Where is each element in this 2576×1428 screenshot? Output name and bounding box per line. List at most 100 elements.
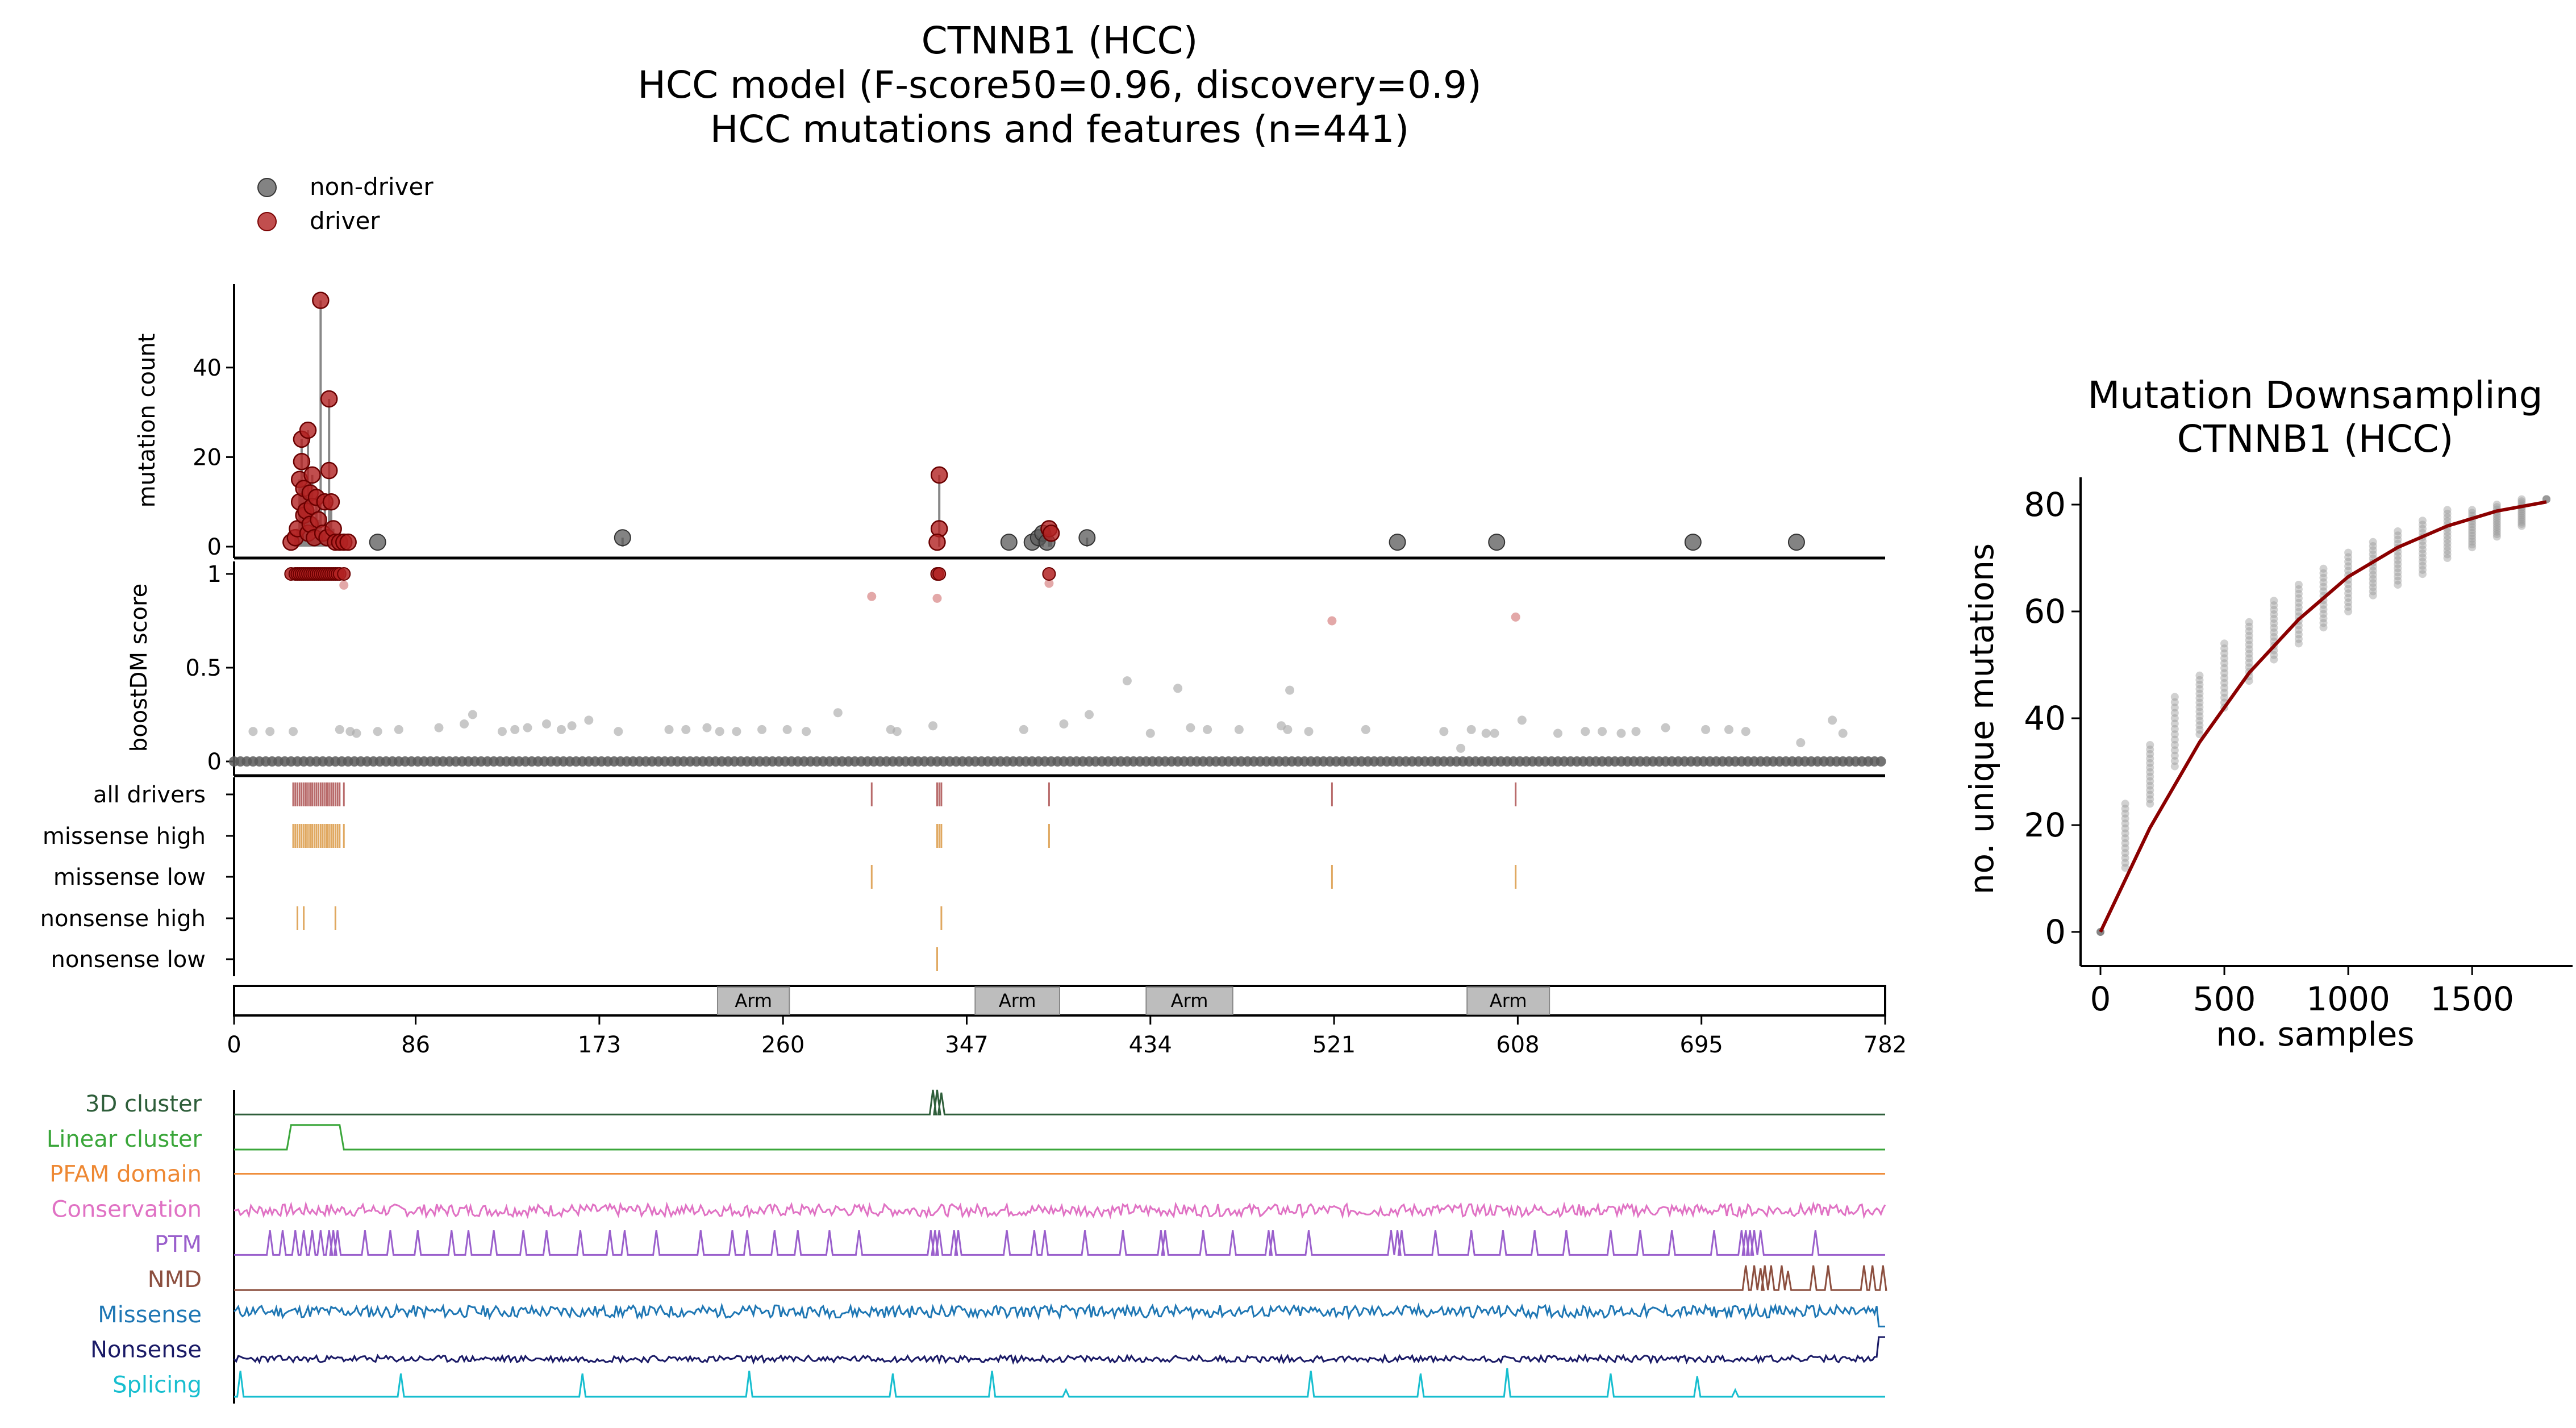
feature-line <box>234 1265 1887 1291</box>
legend-driver-marker <box>257 212 277 231</box>
score-y-tick-label: 0.5 <box>185 655 222 681</box>
needle-non-driver-point <box>369 534 386 551</box>
score-non-driver-point <box>510 725 520 734</box>
ds-point <box>2195 726 2204 734</box>
ds-point <box>2146 781 2154 790</box>
ds-point <box>2170 714 2179 722</box>
domain-arm <box>974 986 1060 1015</box>
ds-point <box>2270 610 2278 619</box>
boostdm-score-plot: 0 0.5 1 boostDM score <box>126 561 1886 777</box>
needle-y-tick-label: 0 <box>207 534 222 560</box>
ds-point <box>2245 622 2253 631</box>
ds-point <box>2468 506 2477 514</box>
ds-point <box>2344 585 2353 593</box>
x-tick-label: 521 <box>1312 1032 1356 1058</box>
ds-x-tick-label: 0 <box>2090 980 2111 1018</box>
ds-point <box>2418 553 2427 562</box>
score-non-driver-point <box>460 719 469 728</box>
feature-line <box>234 1201 1886 1219</box>
ds-point <box>2468 535 2477 543</box>
x-tick-label: 173 <box>578 1032 621 1058</box>
feature-label: Missense <box>98 1302 202 1328</box>
ds-x-tick-label: 1000 <box>2306 980 2390 1018</box>
needle-non-driver-point <box>1488 534 1506 551</box>
ds-point <box>2170 762 2179 771</box>
ds-point <box>2517 511 2526 520</box>
ds-point <box>2344 562 2353 571</box>
ds-point <box>2170 725 2179 733</box>
score-faint-driver-point <box>1327 616 1337 626</box>
ds-point <box>2270 628 2278 636</box>
ds-point <box>2344 607 2353 615</box>
feature-line <box>234 1368 1885 1398</box>
score-non-driver-point <box>1145 728 1155 738</box>
score-non-driver-point <box>352 728 361 738</box>
needle-non-driver-point <box>1684 534 1702 551</box>
ds-point <box>2418 570 2427 578</box>
ds-point <box>2468 520 2477 528</box>
feature-label: 3D cluster <box>85 1091 202 1117</box>
needle-driver-point <box>930 466 948 484</box>
feature-line <box>234 1230 1885 1256</box>
feature-line <box>234 1124 1885 1151</box>
ds-point <box>2468 523 2477 531</box>
score-non-driver-point <box>702 723 712 732</box>
ds-point <box>2344 594 2353 602</box>
x-tick-label: 782 <box>1864 1032 1907 1058</box>
feature-label: PTM <box>155 1231 202 1258</box>
ds-point <box>2146 786 2154 794</box>
ds-point <box>2195 685 2204 693</box>
ds-point <box>2121 859 2129 867</box>
ds-point <box>2170 693 2179 701</box>
score-driver-point <box>1042 567 1056 581</box>
ds-point <box>2492 530 2501 539</box>
ds-point <box>2294 635 2303 643</box>
ds-point <box>2394 556 2402 564</box>
score-non-driver-point <box>523 723 532 732</box>
ds-point <box>2245 659 2253 667</box>
ds-point <box>2270 597 2278 605</box>
ds-point <box>2195 698 2204 707</box>
ds-title-line-2: CTNNB1 (HCC) <box>2177 417 2454 461</box>
ds-point <box>2344 548 2353 557</box>
feature-label: Splicing <box>112 1372 202 1398</box>
ds-point <box>2394 527 2402 535</box>
ds-point <box>2195 680 2204 689</box>
score-non-driver-point <box>892 727 902 736</box>
score-non-driver-point <box>394 725 403 734</box>
score-non-driver-point <box>614 727 623 736</box>
ds-point <box>2294 603 2303 611</box>
score-non-driver-point <box>1085 710 1094 719</box>
score-non-driver-point <box>1203 725 1212 734</box>
ds-point <box>2418 521 2427 529</box>
ds-point <box>2220 654 2229 663</box>
ds-point <box>2195 730 2204 739</box>
score-non-driver-point <box>1701 725 1711 734</box>
ds-point <box>2170 741 2179 749</box>
driver-tracks: all drivers missense high missense low nons… <box>40 777 1517 976</box>
score-faint-driver-point <box>867 592 877 601</box>
ds-point <box>2443 513 2452 522</box>
ds-point <box>2443 517 2452 525</box>
needle-driver-point <box>320 390 338 408</box>
needle-driver-point <box>312 292 330 309</box>
ds-point <box>2121 849 2129 857</box>
ds-point <box>2294 581 2303 589</box>
ds-point <box>2170 757 2179 765</box>
ds-point <box>2294 607 2303 616</box>
ds-point <box>2245 631 2253 640</box>
ds-point <box>2394 576 2402 585</box>
ds-point <box>2146 790 2154 799</box>
needle-y-axis-label: mutation count <box>134 334 160 508</box>
ds-point <box>2121 854 2129 862</box>
ds-point <box>2344 557 2353 566</box>
score-non-driver-point <box>664 725 674 734</box>
ds-point <box>2319 587 2328 596</box>
ds-point <box>2369 574 2377 583</box>
score-driver-point <box>337 567 351 581</box>
x-tick-label: 695 <box>1680 1032 1723 1058</box>
ds-point <box>2369 587 2377 596</box>
ds-point <box>2245 618 2253 626</box>
legend: non-driver driver <box>257 173 433 235</box>
